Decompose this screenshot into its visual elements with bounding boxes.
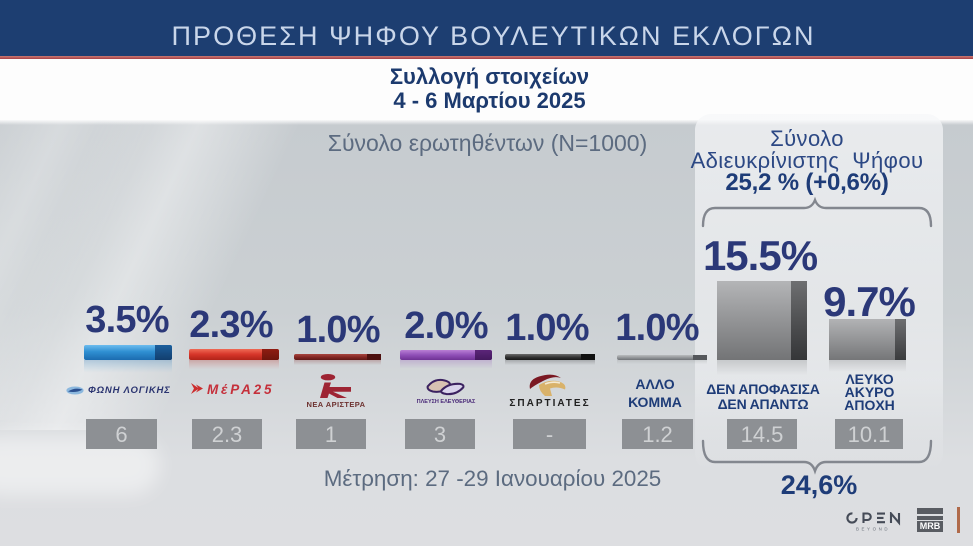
svg-text:BEYOND: BEYOND — [856, 527, 890, 532]
